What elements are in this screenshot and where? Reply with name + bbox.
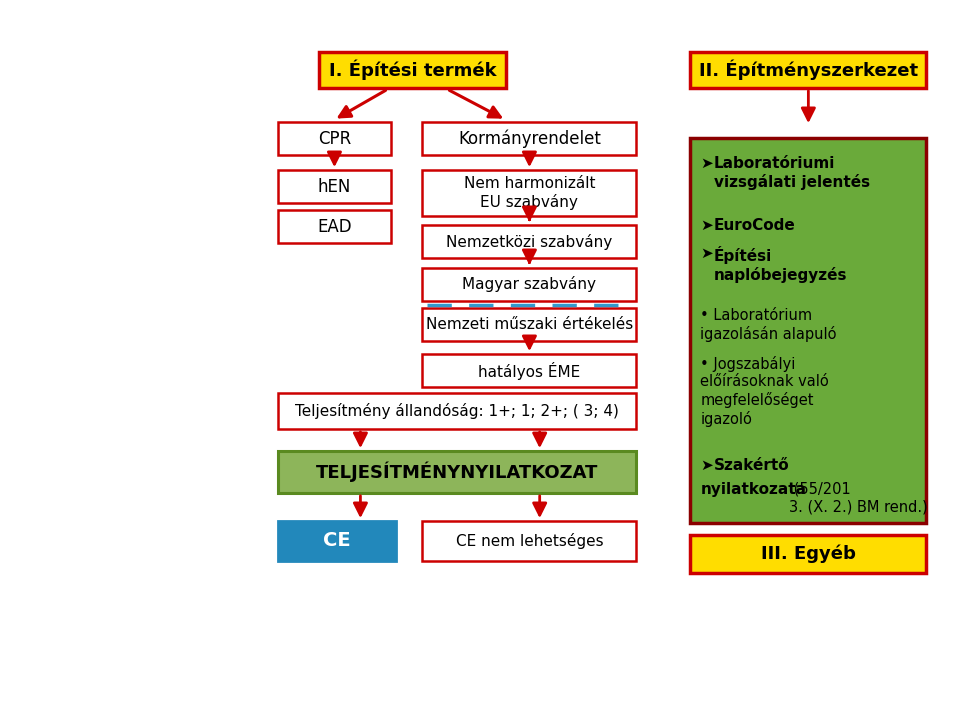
- Bar: [422, 354, 636, 387]
- Bar: [278, 122, 391, 155]
- Bar: [422, 521, 636, 561]
- Text: CPR: CPR: [318, 130, 351, 148]
- Bar: [422, 170, 636, 216]
- Text: hEN: hEN: [318, 178, 351, 196]
- Text: II. Építményszerkezet: II. Építményszerkezet: [699, 60, 918, 80]
- Text: Laboratóriumi
vizsgálati jelentés: Laboratóriumi vizsgálati jelentés: [714, 156, 870, 189]
- Text: Nemzetközi szabvány: Nemzetközi szabvány: [446, 234, 612, 250]
- Text: Szakértő: Szakértő: [714, 458, 790, 473]
- Bar: [278, 521, 396, 561]
- Bar: [690, 535, 926, 573]
- Bar: [690, 138, 926, 523]
- Text: • Laboratórium
igazolásán alapuló: • Laboratórium igazolásán alapuló: [700, 308, 837, 341]
- Bar: [422, 225, 636, 258]
- Text: EuroCode: EuroCode: [714, 218, 796, 233]
- Bar: [278, 393, 636, 429]
- Text: ➤: ➤: [700, 246, 713, 261]
- Text: Teljesítmény állandóság: 1+; 1; 2+; ( 3; 4): Teljesítmény állandóság: 1+; 1; 2+; ( 3;…: [296, 403, 619, 419]
- Text: (55/201
3. (X. 2.) BM rend.): (55/201 3. (X. 2.) BM rend.): [789, 482, 927, 515]
- Text: ➤: ➤: [700, 458, 713, 473]
- Text: CE nem lehetséges: CE nem lehetséges: [456, 533, 603, 549]
- Text: TELJESÍTMÉNYNYILATKOZAT: TELJESÍTMÉNYNYILATKOZAT: [316, 462, 598, 482]
- Text: Nem harmonizált
EU szabvány: Nem harmonizált EU szabvány: [464, 176, 595, 210]
- Bar: [320, 52, 506, 88]
- Text: Építési
naplóbejegyzés: Építési naplóbejegyzés: [714, 246, 848, 282]
- Bar: [422, 308, 636, 341]
- Text: nyilatkozata: nyilatkozata: [700, 482, 806, 497]
- Text: ➤: ➤: [700, 156, 713, 171]
- Text: ➤: ➤: [700, 218, 713, 233]
- Text: • Jogszabályi
előírásoknak való
megfelelőséget
igazoló: • Jogszabályi előírásoknak való megfelel…: [700, 356, 829, 427]
- Bar: [690, 52, 926, 88]
- Text: CE: CE: [324, 531, 350, 550]
- Text: hatályos ÉME: hatályos ÉME: [478, 362, 581, 379]
- Bar: [422, 268, 636, 301]
- Text: Magyar szabvány: Magyar szabvány: [463, 277, 596, 293]
- Text: III. Egyéb: III. Egyéb: [761, 545, 855, 563]
- Bar: [422, 122, 636, 155]
- Bar: [278, 170, 391, 203]
- Text: I. Építési termék: I. Építési termék: [328, 60, 496, 80]
- Text: Nemzeti műszaki értékelés: Nemzeti műszaki értékelés: [426, 317, 633, 332]
- Text: Kormányrendelet: Kormányrendelet: [458, 130, 601, 148]
- Bar: [278, 451, 636, 493]
- Text: EAD: EAD: [317, 218, 351, 235]
- Bar: [278, 210, 391, 243]
